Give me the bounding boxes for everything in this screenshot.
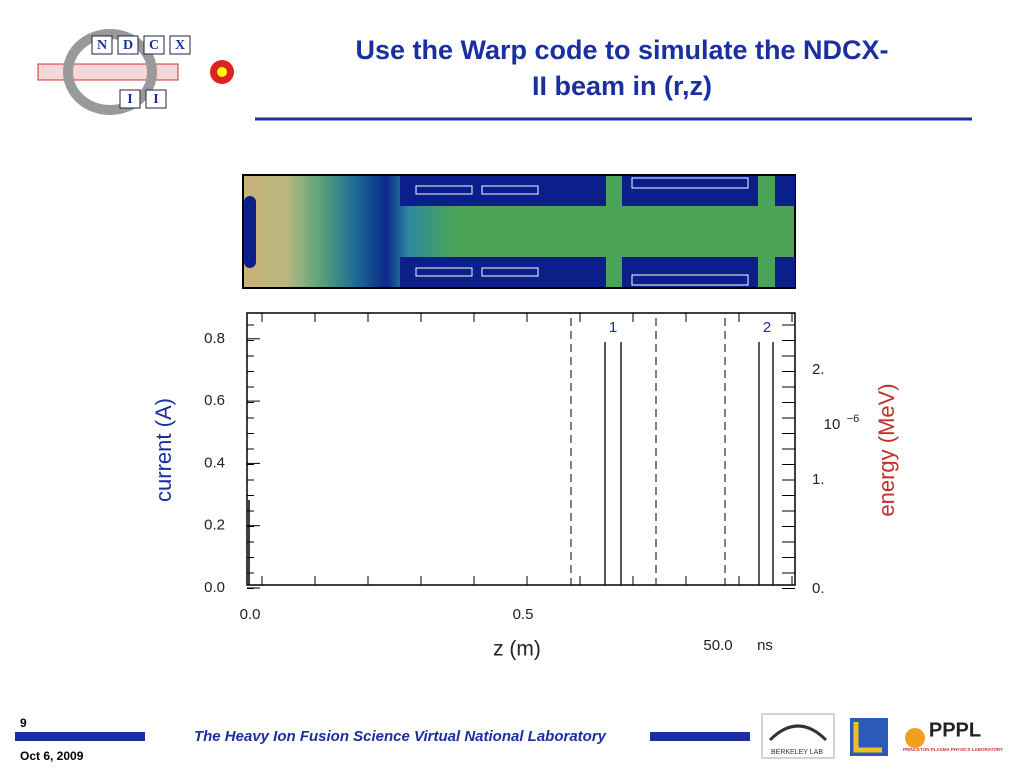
logo-letter: X	[175, 38, 185, 53]
y2-tick-label: 1.	[812, 471, 825, 488]
pppl-sub: PRINCETON PLASMA PHYSICS LABORATORY	[903, 747, 1003, 752]
footer-bar	[15, 732, 145, 741]
logo-box	[169, 35, 191, 55]
y-tick-label: 0.4	[204, 454, 225, 471]
y2-axis-label: energy (MeV)	[874, 383, 899, 516]
y-tick-label: 0.8	[204, 330, 225, 347]
llnl-logo	[850, 718, 888, 756]
time-value: 50.0	[703, 637, 732, 654]
time-unit: ns	[757, 637, 773, 654]
logo-ring	[63, 29, 157, 115]
pppl-text: PPPL	[929, 719, 981, 741]
x-tick-label: 0.5	[513, 606, 534, 623]
berkeley-logo: BERKELEY LAB	[761, 713, 835, 759]
logo-burst-core	[217, 67, 227, 77]
logo-letter: C	[149, 38, 159, 53]
title-line: Use the Warp code to simulate the NDCX-	[355, 35, 888, 65]
berkeley-text: BERKELEY LAB	[771, 749, 823, 756]
logo-letter: I	[153, 92, 158, 107]
y2-exponent: −6	[847, 413, 860, 425]
logo-box	[117, 35, 139, 55]
logo-letter: D	[123, 38, 133, 53]
title-line: II beam in (r,z)	[532, 71, 712, 101]
plot-frame	[246, 312, 796, 586]
y-tick-label: 0.0	[204, 579, 225, 596]
pppl-logo: PPPL PRINCETON PLASMA PHYSICS LABORATORY	[903, 719, 1003, 752]
footer-lab: The Heavy Ion Fusion Science Virtual Nat…	[194, 728, 607, 745]
y2-multiplier: 10	[824, 416, 841, 433]
y-tick-label: 0.6	[204, 392, 225, 409]
footer-date: Oct 6, 2009	[20, 749, 84, 763]
x-tick-label: 0.0	[240, 606, 261, 623]
x-axis-label: z (m)	[493, 638, 541, 661]
y-tick-label: 0.2	[204, 517, 225, 534]
logo-box	[143, 35, 165, 55]
y2-tick-label: 0.	[812, 580, 825, 597]
footer-bar	[650, 732, 750, 741]
page-number: 9	[20, 716, 27, 730]
y-axis-label: current (A)	[151, 398, 176, 502]
logo-box	[91, 35, 113, 55]
marker-label: 1	[609, 319, 617, 336]
marker-label: 2	[763, 319, 771, 336]
logo-letter: N	[97, 38, 107, 53]
beam-image	[242, 174, 796, 289]
y2-tick-label: 2.	[812, 361, 825, 378]
ndcx-logo	[37, 29, 234, 115]
logo-box	[119, 89, 141, 109]
logo-box	[145, 89, 167, 109]
logo-letter: I	[127, 92, 132, 107]
